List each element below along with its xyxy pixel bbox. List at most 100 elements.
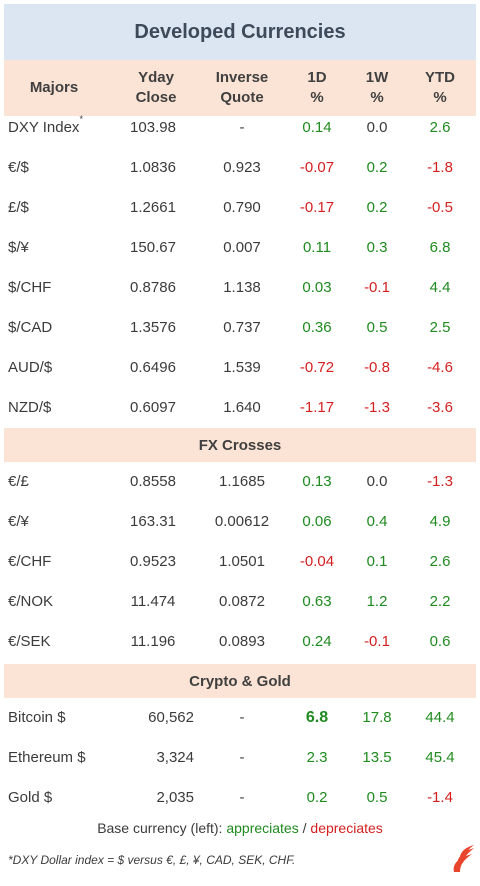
change-1w: -0.1 bbox=[364, 279, 390, 296]
col-yday-close: Yday Close bbox=[135, 69, 177, 106]
yday-close: 150.67 bbox=[130, 239, 176, 256]
change-1w: 0.5 bbox=[366, 319, 388, 336]
col-1d-pct: 1D % bbox=[307, 69, 327, 106]
pair-name: £/$ bbox=[8, 199, 29, 216]
yday-close: 2,035 bbox=[156, 789, 194, 806]
table-row: Gold $ 2,035 - 0.2 0.5 -1.4 bbox=[4, 778, 476, 818]
pair-name: NZD/$ bbox=[8, 399, 52, 416]
change-1d: -1.17 bbox=[299, 399, 335, 416]
change-1w: -0.1 bbox=[364, 633, 390, 650]
table-row: DXY Index* 103.98 - 0.14 0.0 2.6 bbox=[4, 108, 476, 148]
change-1d: 0.13 bbox=[302, 473, 332, 490]
change-1d: 0.11 bbox=[302, 239, 332, 256]
table-row: €/$ 1.0836 0.923 -0.07 0.2 -1.8 bbox=[4, 148, 476, 188]
change-1w: 0.0 bbox=[366, 119, 388, 136]
yday-close: 60,562 bbox=[148, 709, 194, 726]
yday-close: 1.2661 bbox=[130, 199, 176, 216]
footnote-marker: * bbox=[79, 114, 83, 124]
col-majors: Majors bbox=[29, 79, 79, 96]
change-1d: 0.36 bbox=[302, 319, 332, 336]
yday-close: 11.196 bbox=[130, 633, 176, 650]
inverse-quote: - bbox=[239, 749, 245, 766]
yday-close: 1.0836 bbox=[130, 159, 176, 176]
change-1d: 0.03 bbox=[302, 279, 332, 296]
change-1d: 0.24 bbox=[302, 633, 332, 650]
inverse-quote: 0.00612 bbox=[214, 513, 270, 530]
inverse-quote: 0.0872 bbox=[219, 593, 265, 610]
table-row: $/¥ 150.67 0.007 0.11 0.3 6.8 bbox=[4, 228, 476, 268]
pair-name: €/$ bbox=[8, 159, 29, 176]
pair-name: $/CHF bbox=[8, 279, 52, 296]
inverse-quote: 1.0501 bbox=[219, 553, 265, 570]
change-1d: 0.06 bbox=[302, 513, 332, 530]
change-ytd: -1.8 bbox=[427, 159, 453, 176]
inverse-quote: 1.640 bbox=[223, 399, 261, 416]
change-ytd: 45.4 bbox=[425, 749, 455, 766]
pair-name: Bitcoin $ bbox=[8, 709, 66, 726]
pair-name: AUD/$ bbox=[8, 359, 53, 376]
inverse-quote: 1.138 bbox=[223, 279, 261, 296]
page-title: Developed Currencies bbox=[4, 4, 476, 60]
change-1w: -1.3 bbox=[364, 399, 390, 416]
table-row: £/$ 1.2661 0.790 -0.17 0.2 -0.5 bbox=[4, 188, 476, 228]
legend-depreciates: depreciates bbox=[310, 820, 383, 836]
table-row: Bitcoin $ 60,562 - 6.8 17.8 44.4 bbox=[4, 698, 476, 738]
inverse-quote: 1.539 bbox=[223, 359, 261, 376]
change-ytd: -1.4 bbox=[427, 789, 453, 806]
inverse-quote: - bbox=[239, 789, 245, 806]
inverse-quote: - bbox=[239, 119, 245, 136]
table-row: €/£ 0.8558 1.1685 0.13 0.0 -1.3 bbox=[4, 462, 476, 502]
change-1w: 0.0 bbox=[366, 473, 388, 490]
change-ytd: 2.5 bbox=[429, 319, 451, 336]
change-1d: -0.04 bbox=[299, 553, 335, 570]
yday-close: 1.3576 bbox=[130, 319, 176, 336]
change-ytd: -1.3 bbox=[427, 473, 453, 490]
pair-name: Ethereum $ bbox=[8, 749, 86, 766]
col-ytd-pct: YTD % bbox=[425, 69, 455, 106]
col-inverse-quote: Inverse Quote bbox=[215, 69, 269, 106]
pair-name: DXY Index* bbox=[8, 114, 83, 136]
change-ytd: 2.2 bbox=[429, 593, 451, 610]
pair-name: €/¥ bbox=[8, 513, 29, 530]
yday-close: 3,324 bbox=[156, 749, 194, 766]
table-row: €/¥ 163.31 0.00612 0.06 0.4 4.9 bbox=[4, 502, 476, 542]
change-1w: 0.2 bbox=[366, 159, 388, 176]
table-row: $/CAD 1.3576 0.737 0.36 0.5 2.5 bbox=[4, 308, 476, 348]
change-1w: 0.4 bbox=[366, 513, 388, 530]
change-1d: 2.3 bbox=[306, 749, 328, 766]
column-header-row: Majors Yday Close Inverse Quote 1D % 1W … bbox=[4, 60, 476, 116]
yday-close: 0.8786 bbox=[130, 279, 176, 296]
pair-name: $/¥ bbox=[8, 239, 29, 256]
change-ytd: 6.8 bbox=[429, 239, 451, 256]
change-1w: 0.3 bbox=[366, 239, 388, 256]
table-row: Ethereum $ 3,324 - 2.3 13.5 45.4 bbox=[4, 738, 476, 778]
change-ytd: 2.6 bbox=[429, 119, 451, 136]
pair-name: $/CAD bbox=[8, 319, 53, 336]
change-1d: 0.14 bbox=[302, 119, 332, 136]
change-ytd: 4.4 bbox=[429, 279, 451, 296]
pair-name: €/SEK bbox=[8, 633, 51, 650]
table-row: NZD/$ 0.6097 1.640 -1.17 -1.3 -3.6 bbox=[4, 388, 476, 428]
fx-crosses-header: FX Crosses bbox=[4, 428, 476, 462]
table-row: AUD/$ 0.6496 1.539 -0.72 -0.8 -4.6 bbox=[4, 348, 476, 388]
pair-name: €/£ bbox=[8, 473, 29, 490]
inverse-quote: 1.1685 bbox=[219, 473, 265, 490]
change-1w: 0.1 bbox=[366, 553, 388, 570]
col-1w-pct: 1W % bbox=[365, 69, 389, 106]
change-1w: 13.5 bbox=[362, 749, 392, 766]
yday-close: 0.6097 bbox=[130, 399, 176, 416]
yday-close: 0.8558 bbox=[130, 473, 176, 490]
change-ytd: -3.6 bbox=[427, 399, 453, 416]
yday-close: 0.9523 bbox=[130, 553, 176, 570]
inverse-quote: 0.007 bbox=[223, 239, 261, 256]
change-ytd: 4.9 bbox=[429, 513, 451, 530]
change-ytd: 2.6 bbox=[429, 553, 451, 570]
change-1w: 17.8 bbox=[362, 709, 392, 726]
legend: Base currency (left): appreciates / depr… bbox=[97, 820, 383, 836]
change-ytd: 44.4 bbox=[425, 709, 455, 726]
change-1d: -0.07 bbox=[299, 159, 335, 176]
footnote: *DXY Dollar index = $ versus €, £, ¥, CA… bbox=[8, 853, 296, 867]
change-1d: -0.72 bbox=[299, 359, 335, 376]
change-1w: 0.5 bbox=[366, 789, 388, 806]
table-row: €/SEK 11.196 0.0893 0.24 -0.1 0.6 bbox=[4, 622, 476, 662]
